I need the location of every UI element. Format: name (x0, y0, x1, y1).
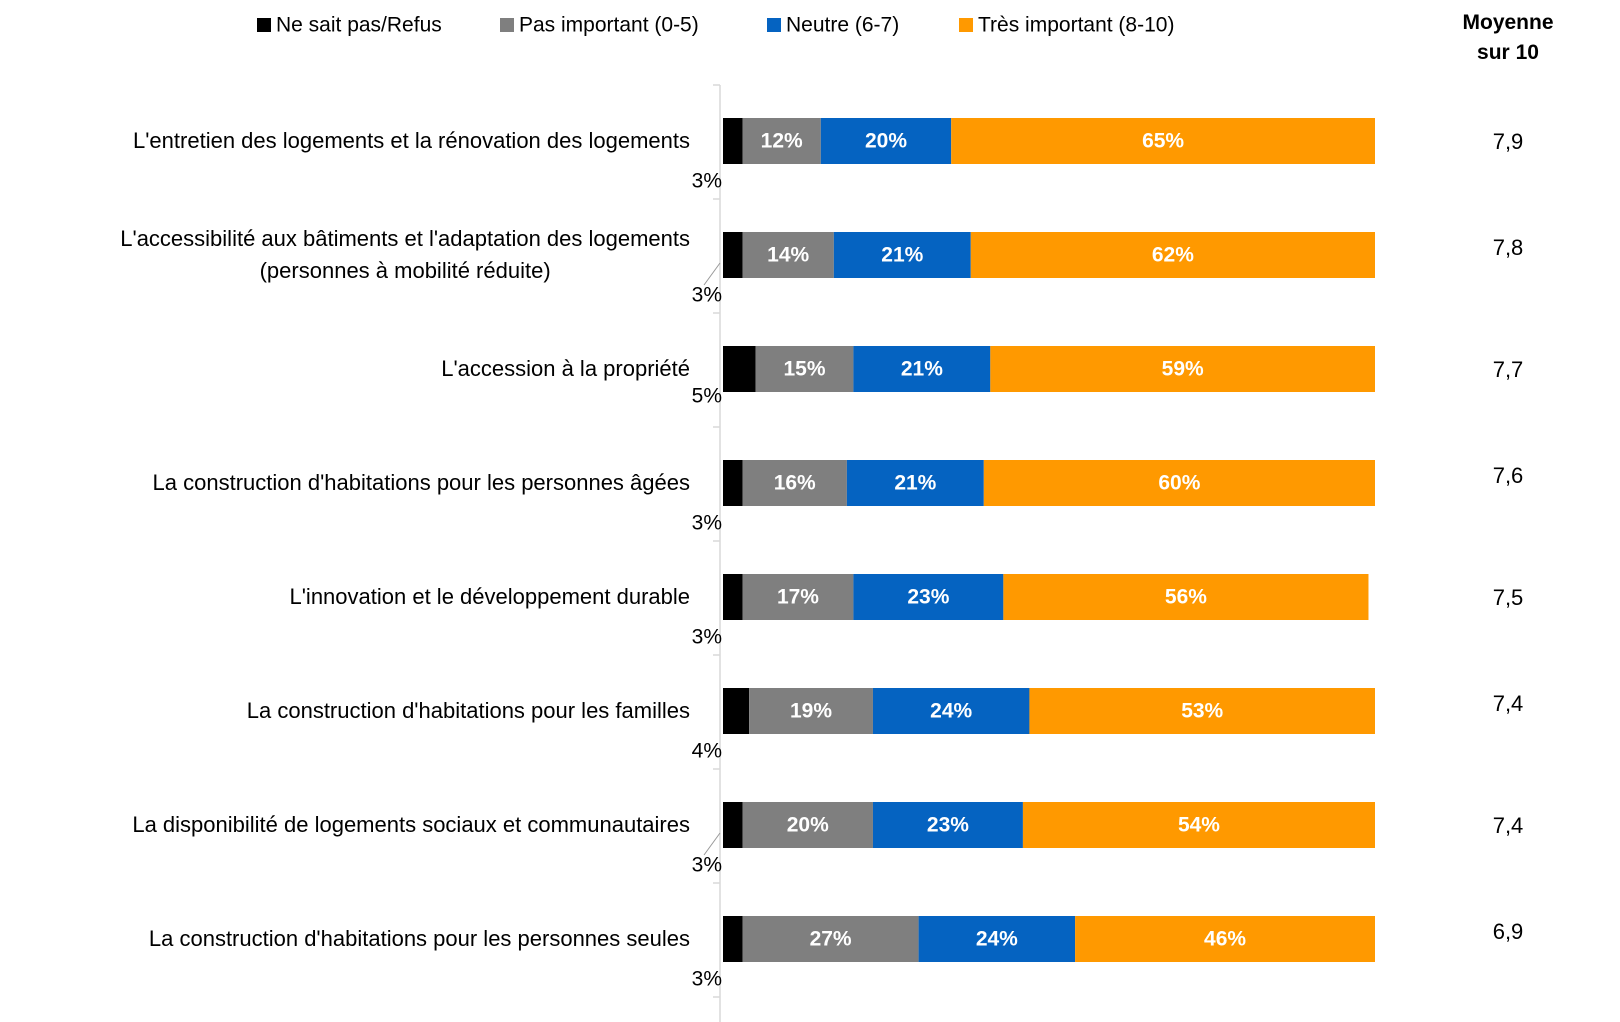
value-label: 3% (692, 284, 722, 307)
bar-segment (1075, 916, 1375, 962)
bar-segment (983, 460, 1375, 506)
bar-segment (742, 802, 873, 848)
bar-segment (723, 232, 743, 278)
value-label: 59% (1162, 358, 1204, 381)
bar-segment (723, 688, 750, 734)
bar-segment (853, 574, 1004, 620)
value-label: 14% (767, 244, 809, 267)
category-label: L'accession à la propriété (441, 356, 690, 381)
bar-segment (918, 916, 1076, 962)
category-label: L'innovation et le développement durable (289, 584, 691, 609)
bar-segment (1003, 574, 1369, 620)
legend-label: Ne sait pas/Refus (276, 14, 442, 37)
value-label: 24% (976, 928, 1018, 951)
bar-segment (820, 118, 952, 164)
value-label: 3% (692, 512, 722, 535)
bar-segment (853, 346, 991, 392)
category-label: La construction d'habitations pour les f… (246, 698, 690, 723)
bar-segment (990, 346, 1375, 392)
bar-segment (755, 346, 854, 392)
value-label: 21% (894, 472, 936, 495)
category-label: La construction d'habitations pour les p… (148, 926, 690, 951)
value-label: 4% (692, 740, 722, 763)
value-label: 54% (1178, 814, 1220, 837)
value-label: 46% (1204, 928, 1246, 951)
value-label: 19% (790, 700, 832, 723)
bar-segment (742, 574, 854, 620)
leader-line (703, 832, 721, 856)
legend-label: Très important (8-10) (978, 14, 1174, 37)
legend-swatch (959, 18, 973, 32)
mean-value: 6,9 (1493, 919, 1524, 944)
bar-segment (723, 574, 743, 620)
bar-segment (749, 688, 873, 734)
value-label: 60% (1158, 472, 1200, 495)
bar-segment (951, 118, 1375, 164)
mean-value: 7,5 (1493, 585, 1524, 610)
bar-segment (970, 232, 1375, 278)
category-label: L'entretien des logements et la rénovati… (133, 128, 690, 153)
value-label: 3% (692, 854, 722, 877)
value-label: 16% (774, 472, 816, 495)
legend-swatch (500, 18, 514, 32)
bar-segment (742, 118, 821, 164)
value-label: 24% (930, 700, 972, 723)
category-label: L'accessibilité aux bâtiments et l'adapt… (120, 226, 690, 283)
value-label: 21% (901, 358, 943, 381)
category-label: La disponibilité de logements sociaux et… (132, 812, 690, 837)
mean-value: 7,9 (1493, 129, 1524, 154)
mean-title: Moyenne sur 10 (1462, 11, 1554, 64)
legend-label: Pas important (0-5) (519, 14, 699, 37)
bar-segment (872, 688, 1030, 734)
bar-segment (872, 802, 1023, 848)
bar-segment (723, 916, 743, 962)
value-label: 17% (777, 586, 819, 609)
value-label: 3% (692, 968, 722, 991)
bar-segment (723, 118, 743, 164)
value-label: 53% (1181, 700, 1223, 723)
bar-segment (723, 460, 743, 506)
value-label: 3% (692, 626, 722, 649)
value-label: 23% (927, 814, 969, 837)
leader-line (703, 262, 721, 286)
bar-segment (742, 460, 847, 506)
value-label: 20% (865, 130, 907, 153)
bar-segment (833, 232, 971, 278)
value-label: 62% (1152, 244, 1194, 267)
mean-value: 7,6 (1493, 463, 1524, 488)
value-label: 65% (1142, 130, 1184, 153)
mean-value: 7,4 (1493, 691, 1524, 716)
bar-segment (723, 346, 756, 392)
value-label: 3% (692, 170, 722, 193)
mean-value: 7,8 (1493, 235, 1524, 260)
legend-swatch (767, 18, 781, 32)
bar-segment (742, 232, 834, 278)
value-label: 20% (787, 814, 829, 837)
value-label: 5% (692, 385, 722, 408)
value-label: 56% (1165, 586, 1207, 609)
bar-segment (723, 802, 743, 848)
bar-segment (742, 916, 919, 962)
category-label: La construction d'habitations pour les p… (152, 470, 690, 495)
value-label: 23% (907, 586, 949, 609)
bar-segment (1022, 802, 1375, 848)
legend-swatch (257, 18, 271, 32)
value-label: 21% (881, 244, 923, 267)
bar-segment (1029, 688, 1375, 734)
mean-value: 7,7 (1493, 357, 1524, 382)
mean-value: 7,4 (1493, 813, 1524, 838)
legend-label: Neutre (6-7) (786, 14, 899, 37)
value-label: 12% (761, 130, 803, 153)
value-label: 15% (783, 358, 825, 381)
value-label: 27% (810, 928, 852, 951)
bar-segment (846, 460, 984, 506)
